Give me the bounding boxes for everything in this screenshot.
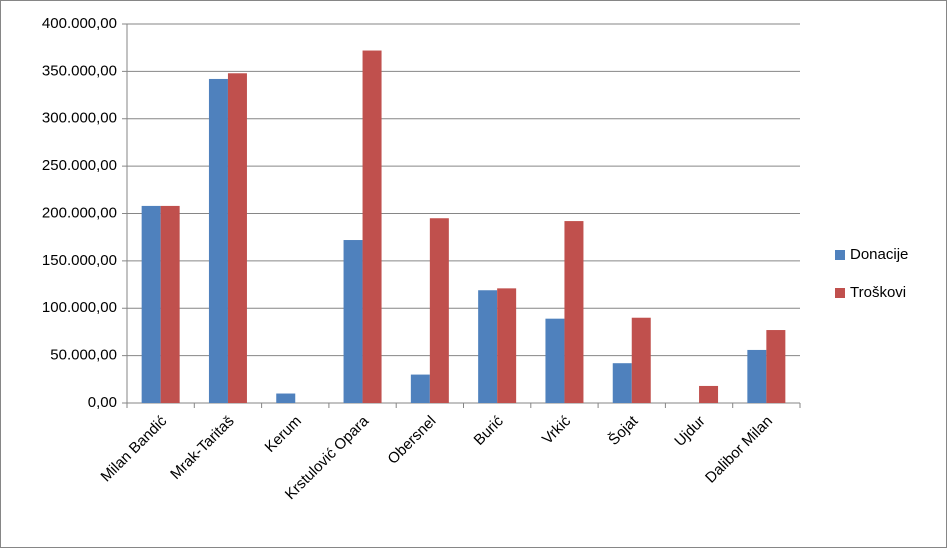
bar xyxy=(766,330,786,403)
bar xyxy=(564,221,584,403)
bar xyxy=(429,218,449,403)
y-tick-label: 150.000,00 xyxy=(42,252,117,269)
bar xyxy=(362,50,382,403)
bar xyxy=(747,349,767,403)
legend-label: Donacije xyxy=(850,246,908,263)
bar xyxy=(699,385,719,403)
bar xyxy=(545,318,565,403)
legend-label: Troškovi xyxy=(850,284,906,301)
y-tick-label: 0,00 xyxy=(88,394,117,411)
y-tick-label: 100.000,00 xyxy=(42,299,117,316)
bar xyxy=(276,393,296,403)
bar xyxy=(343,240,363,403)
bar xyxy=(141,205,161,403)
y-tick-label: 350.000,00 xyxy=(42,62,117,79)
bar xyxy=(631,317,651,403)
y-tick-label: 50.000,00 xyxy=(50,347,117,364)
legend-swatch xyxy=(835,250,845,260)
legend-swatch xyxy=(835,288,845,298)
bar xyxy=(160,205,180,403)
bar xyxy=(497,288,517,403)
y-tick-label: 250.000,00 xyxy=(42,157,117,174)
y-tick-label: 200.000,00 xyxy=(42,204,117,221)
bar xyxy=(208,78,228,403)
bar xyxy=(612,363,632,403)
y-tick-label: 300.000,00 xyxy=(42,110,117,127)
bar xyxy=(227,73,247,404)
bar xyxy=(410,374,430,403)
bar xyxy=(478,290,498,403)
y-tick-label: 400.000,00 xyxy=(42,15,117,32)
